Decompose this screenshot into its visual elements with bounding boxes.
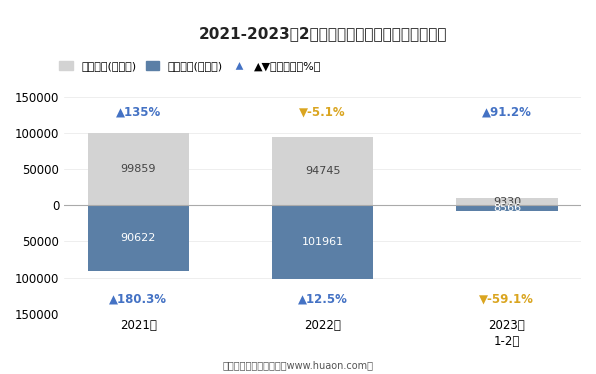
Text: ▲180.3%: ▲180.3% — [110, 292, 167, 305]
Bar — [456, 205, 557, 211]
Bar — [272, 205, 373, 279]
Text: 101961: 101961 — [302, 237, 344, 247]
Text: 90622: 90622 — [121, 233, 156, 243]
Text: 8566: 8566 — [493, 203, 521, 213]
Text: ▼-59.1%: ▼-59.1% — [479, 292, 534, 305]
Text: ▲12.5%: ▲12.5% — [297, 292, 347, 305]
Text: ▲91.2%: ▲91.2% — [482, 105, 532, 118]
Text: 94745: 94745 — [305, 166, 340, 176]
Text: ▼-5.1%: ▼-5.1% — [299, 105, 346, 118]
Text: 99859: 99859 — [120, 164, 156, 174]
Bar — [456, 199, 557, 205]
Text: 9330: 9330 — [493, 197, 521, 207]
Text: 制图：华经产业研究院（www.huaon.com）: 制图：华经产业研究院（www.huaon.com） — [222, 360, 374, 370]
Bar — [88, 133, 189, 205]
Bar — [88, 205, 189, 271]
Legend: 出口总额(万美元), 进口总额(万美元), ▲▼同比增速（%）: 出口总额(万美元), 进口总额(万美元), ▲▼同比增速（%） — [60, 61, 321, 71]
Bar — [272, 137, 373, 205]
Text: ▲135%: ▲135% — [116, 105, 161, 118]
Title: 2021-2023年2月重庆涪陵综合保税区进、出口额: 2021-2023年2月重庆涪陵综合保税区进、出口额 — [198, 26, 447, 41]
